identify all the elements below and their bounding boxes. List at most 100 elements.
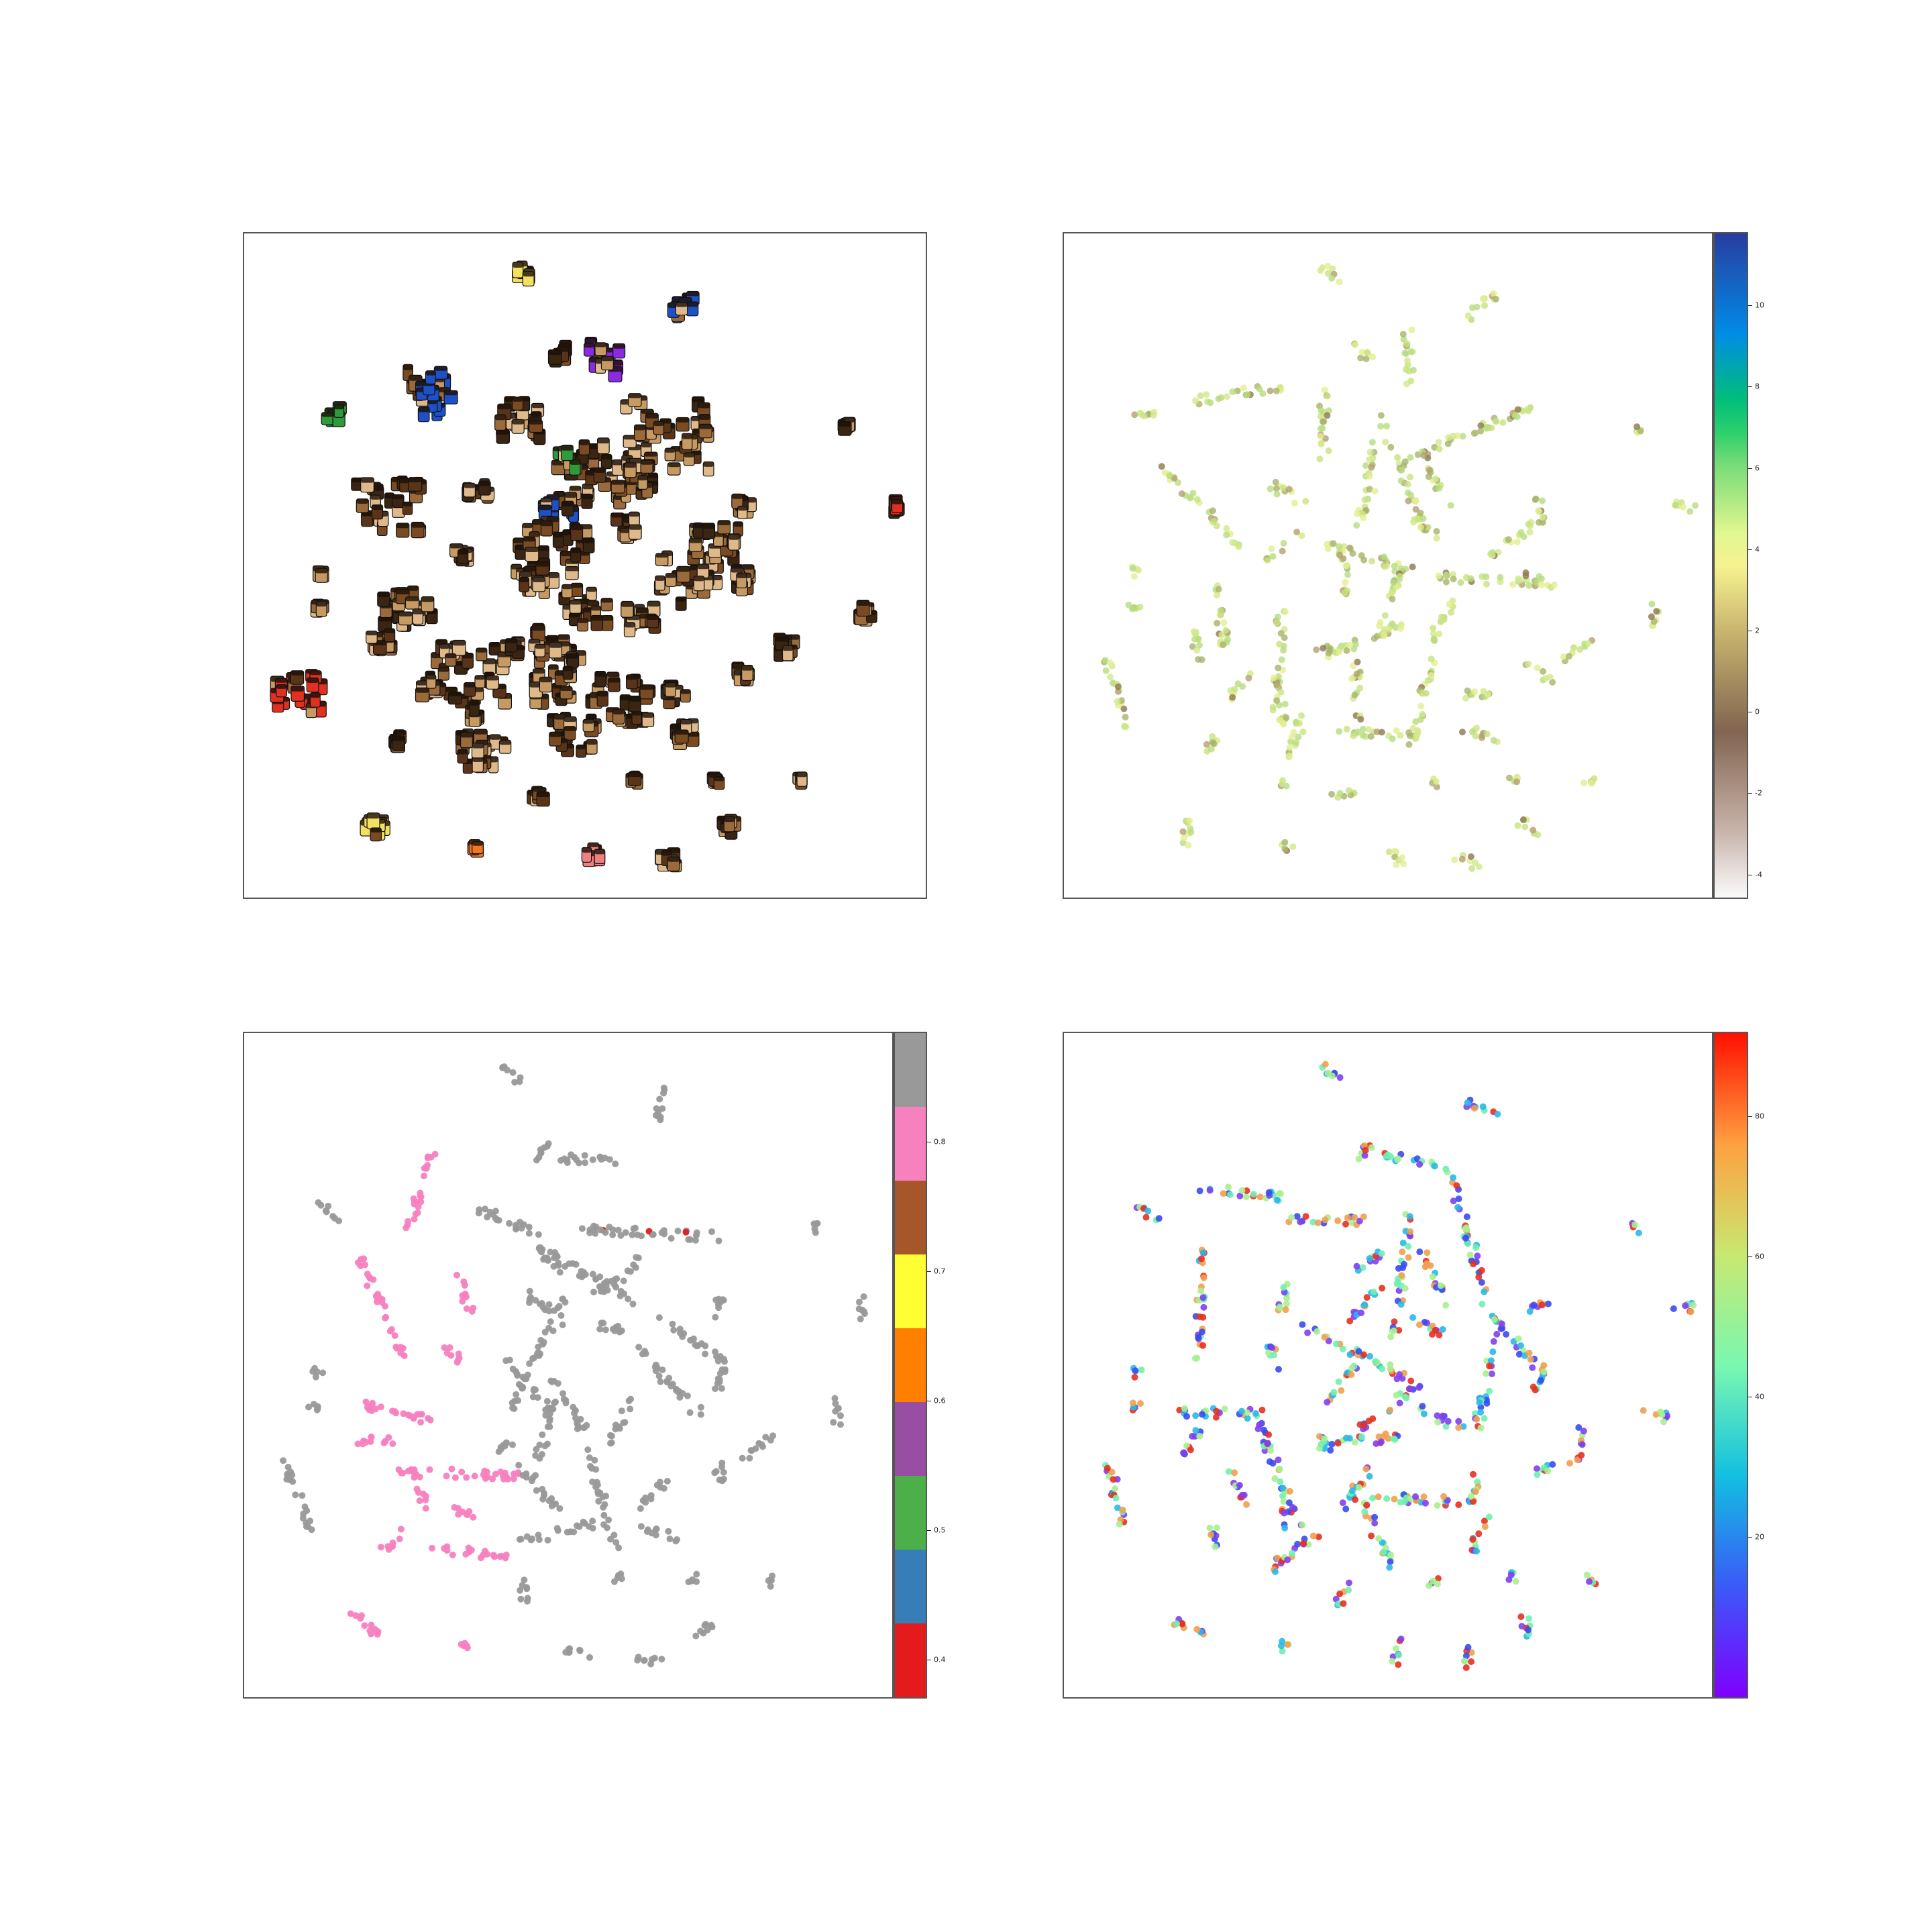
thumbnail-hair [625, 462, 637, 468]
scatter-point [1281, 845, 1289, 853]
scatter-point [1405, 1254, 1412, 1261]
colorbar-tick-label: 80 [1755, 1112, 1764, 1121]
thumbnail-hair [636, 608, 649, 614]
scatter-point [1479, 1103, 1487, 1110]
scatter-point [1371, 1513, 1379, 1521]
scatter-point [1359, 725, 1366, 733]
scatter-point [1224, 393, 1231, 400]
scatter-point [1339, 1499, 1346, 1507]
scatter-point [658, 1656, 665, 1663]
thumbnail-hair [676, 566, 690, 572]
scatter-point [589, 1156, 596, 1163]
scatter-point [1264, 557, 1271, 564]
scatter-point [509, 1365, 517, 1373]
scatter-point [837, 1412, 844, 1419]
thumbnail-hair [533, 577, 545, 582]
scatter-point [1373, 1440, 1380, 1447]
scatter-point [559, 1390, 567, 1397]
colorbar-tick-label: 8 [1755, 382, 1760, 391]
scatter-point [1269, 553, 1277, 560]
scatter-point [421, 1172, 427, 1179]
scatter-point [1272, 1568, 1279, 1575]
scatter-point [1434, 1418, 1442, 1426]
scatter-point [1538, 1377, 1544, 1384]
scatter-point [574, 1522, 580, 1529]
scatter-point [1535, 507, 1542, 515]
thumbnail-hair [529, 420, 543, 425]
scatter-point [1199, 1411, 1205, 1418]
scatter-point [832, 1400, 839, 1407]
scatter-point [1280, 1498, 1287, 1505]
plot-area-thumbnails [270, 260, 905, 873]
scatter-point [1317, 413, 1324, 420]
scatter-point [1235, 543, 1242, 550]
thumbnail-hair [612, 709, 625, 714]
scatter-point [1293, 739, 1299, 746]
scatter-point [1328, 274, 1336, 282]
scatter-point [1244, 1415, 1251, 1422]
scatter-point [519, 1582, 526, 1589]
scatter-point [1135, 566, 1142, 574]
thumbnail-hair [553, 714, 567, 720]
scatter-point [511, 1397, 518, 1405]
scatter-point [545, 1257, 551, 1264]
scatter-point [674, 1228, 682, 1234]
scatter-point [1236, 1482, 1243, 1489]
scatter-point [354, 1440, 362, 1448]
scatter-point [1381, 563, 1389, 570]
thumbnail-hair [499, 740, 511, 745]
scatter-point [635, 1654, 642, 1661]
scatter-point [1197, 1287, 1205, 1295]
scatter-point [1229, 388, 1236, 395]
scatter-point [543, 1397, 551, 1405]
thumbnail-hair [535, 644, 545, 649]
scatter-point [514, 1372, 521, 1379]
scatter-point [1243, 1501, 1250, 1508]
scatter-point [537, 1150, 545, 1157]
scatter-point [609, 1326, 616, 1333]
scatter-point [1381, 553, 1388, 561]
scatter-point [718, 1385, 725, 1392]
scatter-point [1344, 571, 1351, 578]
scatter-point [1193, 496, 1201, 503]
scatter-point [1472, 1244, 1480, 1251]
scatter-point [665, 1375, 673, 1382]
scatter-point [1370, 1289, 1377, 1295]
scatter-point [837, 1421, 844, 1428]
scatter-point [1351, 1438, 1358, 1446]
scatter-point [607, 1536, 614, 1543]
scatter-point [1680, 503, 1687, 511]
scatter-point [1389, 735, 1396, 743]
scatter-point [690, 1335, 697, 1342]
scatter-point [1129, 565, 1136, 572]
scatter-point [660, 1089, 667, 1097]
scatter-point [305, 1403, 312, 1411]
scatter-point [1195, 635, 1202, 643]
scatter-point [612, 1161, 619, 1167]
scatter-point [1208, 1531, 1215, 1538]
scatter-point [1283, 714, 1290, 721]
scatter-point [1478, 1279, 1485, 1286]
thumbnail-hair [497, 404, 511, 410]
thumbnail-hair [699, 424, 712, 429]
scatter-point [1377, 412, 1385, 419]
scatter-point [1539, 519, 1546, 526]
scatter-point [687, 1236, 694, 1243]
scatter-point [1187, 828, 1195, 836]
scatter-point [410, 1195, 417, 1202]
scatter-point [1444, 1417, 1452, 1425]
scatter-point [325, 1202, 332, 1210]
scatter-point [1395, 1265, 1402, 1272]
thumbnail-hair [594, 671, 606, 677]
scatter-point [602, 1326, 609, 1334]
scatter-point [1276, 1465, 1283, 1472]
thumbnail-hair [731, 568, 745, 573]
thumbnail-hair [729, 534, 739, 540]
scatter-point [1142, 1214, 1150, 1221]
scatter-point [366, 1275, 374, 1282]
thumbnail-hair [370, 828, 382, 833]
scatter-point [555, 1259, 562, 1267]
scatter-point [1299, 1521, 1306, 1529]
scatter-point [612, 1539, 620, 1546]
scatter-point [1348, 1487, 1356, 1495]
